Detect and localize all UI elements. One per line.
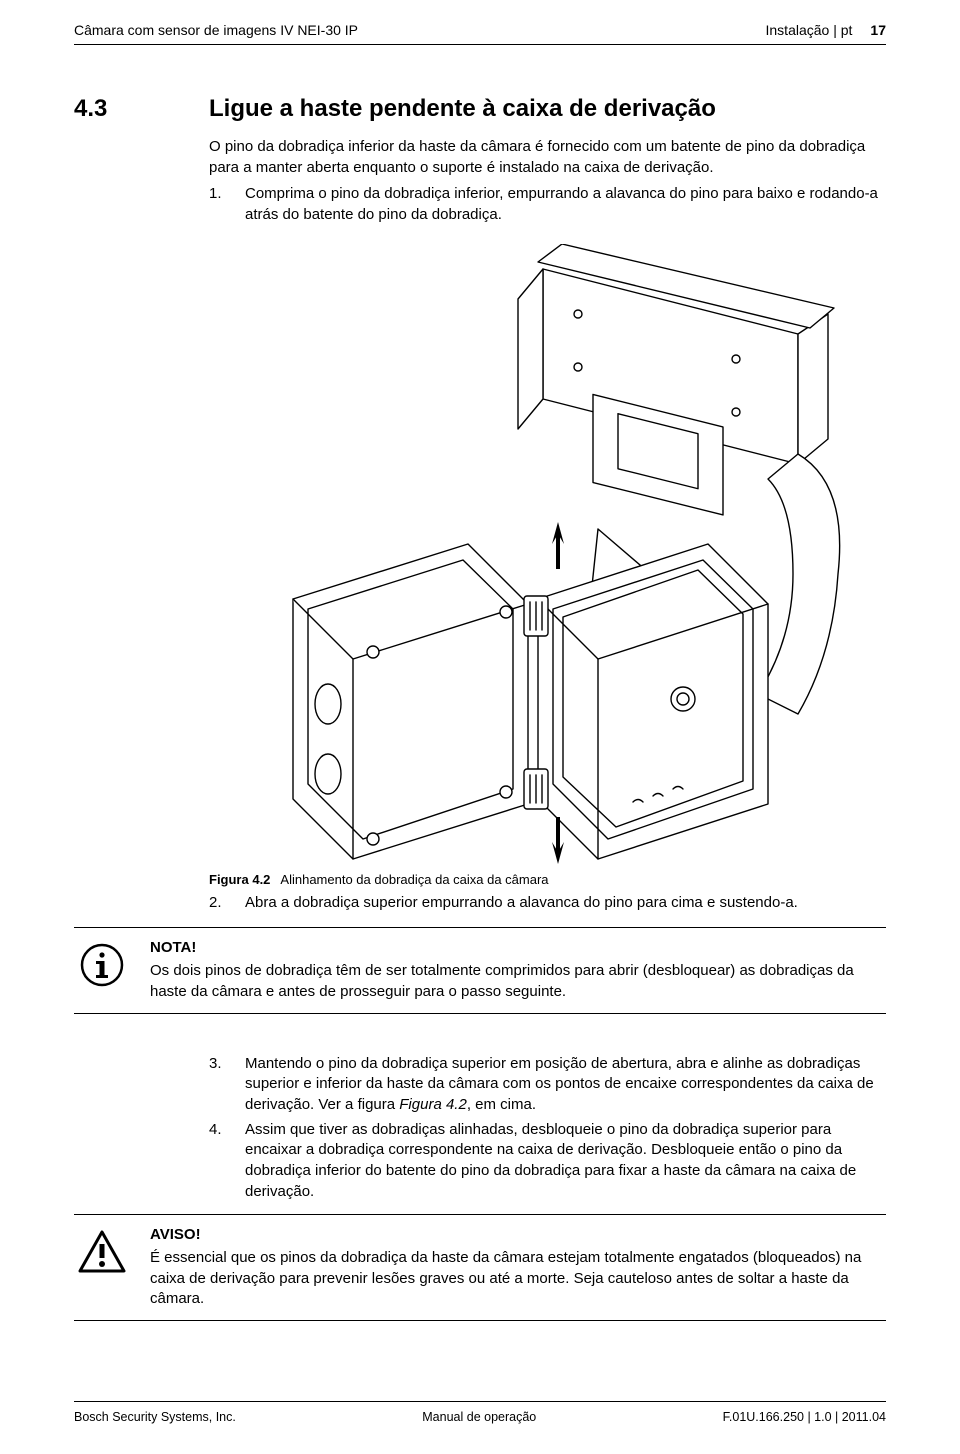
step-number: 2. (209, 893, 245, 914)
page-header: Câmara com sensor de imagens IV NEI-30 I… (74, 0, 886, 45)
step-number: 4. (209, 1120, 245, 1203)
step-number: 1. (209, 184, 245, 225)
header-left: Câmara com sensor de imagens IV NEI-30 I… (74, 22, 358, 38)
section-title: Ligue a haste pendente à caixa de deriva… (209, 95, 886, 123)
step-number: 3. (209, 1054, 245, 1116)
step-text: Assim que tiver as dobradiças alinhadas,… (245, 1120, 886, 1203)
page-footer: Bosch Security Systems, Inc. Manual de o… (74, 1401, 886, 1424)
note-title: NOTA! (150, 938, 886, 959)
figure-caption: Figura 4.2Alinhamento da dobradiça da ca… (209, 872, 886, 887)
info-icon (74, 938, 130, 1002)
step-text: Mantendo o pino da dobradiça superior em… (245, 1054, 886, 1116)
header-section: Instalação | pt (766, 22, 853, 38)
note-box: NOTA! Os dois pinos de dobradiça têm de … (74, 927, 886, 1013)
warning-box: AVISO! É essencial que os pinos da dobra… (74, 1214, 886, 1321)
footer-right: F.01U.166.250 | 1.0 | 2011.04 (723, 1410, 886, 1424)
step-text: Abra a dobradiça superior empurrando a a… (245, 893, 886, 914)
warning-title: AVISO! (150, 1225, 886, 1246)
section-number: 4.3 (74, 95, 209, 917)
warning-icon (74, 1225, 130, 1310)
footer-center: Manual de operação (422, 1410, 536, 1424)
step-text: Comprima o pino da dobradiça inferior, e… (245, 184, 886, 225)
intro-paragraph: O pino da dobradiça inferior da haste da… (209, 137, 886, 178)
warning-body: É essencial que os pinos da dobradiça da… (150, 1248, 886, 1310)
footer-left: Bosch Security Systems, Inc. (74, 1410, 236, 1424)
page-number: 17 (870, 22, 886, 38)
figure-4-2 (209, 244, 886, 864)
note-body: Os dois pinos de dobradiça têm de ser to… (150, 961, 886, 1002)
